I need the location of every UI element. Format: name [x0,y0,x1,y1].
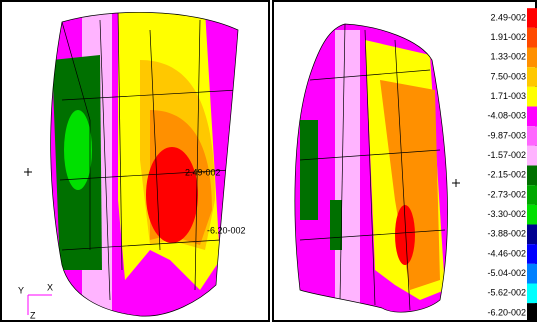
legend-label: -5.62-002 [487,288,526,298]
triad-label: Z [30,310,36,320]
legend-swatch [527,303,537,322]
legend-label: -5.04-002 [487,268,526,278]
legend-swatch [527,166,537,186]
legend-swatch [527,126,537,146]
legend-swatch [527,146,537,166]
legend-label: 1.71-003 [490,91,526,101]
legend-label: -2.73-002 [487,189,526,199]
legend-label: -4.08-003 [487,111,526,121]
triad-label: X [47,282,53,292]
legend-label: -1.57-002 [487,150,526,160]
legend-label: -4.46-002 [487,248,526,258]
legend-swatch [527,244,537,264]
legend-swatch [527,67,537,87]
legend-swatch [527,87,537,107]
legend-swatch [527,28,537,48]
screen: 2.49-002 -6.20-002 Y X Z 2.49-002 1.91-00… [0,0,537,322]
annotation: -6.20-002 [207,225,246,235]
legend-label: -2.15-002 [487,170,526,180]
legend-label: 1.33-002 [490,52,526,62]
legend-label: -3.30-002 [487,209,526,219]
annotation: 2.49-002 [185,167,221,177]
legend-label: 7.50-003 [490,71,526,81]
legend-swatch [527,205,537,225]
legend-swatch [527,185,537,205]
legend-label: 1.91-002 [490,32,526,42]
legend-label: -3.88-002 [487,229,526,239]
legend-label: -9.87-003 [487,130,526,140]
legend-swatch [527,8,537,28]
legend-swatch [527,48,537,68]
legend-swatch [527,107,537,127]
triad-label: Y [18,285,24,295]
legend-label: -6.20-002 [487,307,526,317]
legend-swatch [527,225,537,245]
legend-label: 2.49-002 [490,12,526,22]
page: 2.49-002 -6.20-002 Y X Z 2.49-002 1.91-00… [0,0,537,322]
legend-swatch [527,264,537,284]
legend-swatch [527,284,537,304]
